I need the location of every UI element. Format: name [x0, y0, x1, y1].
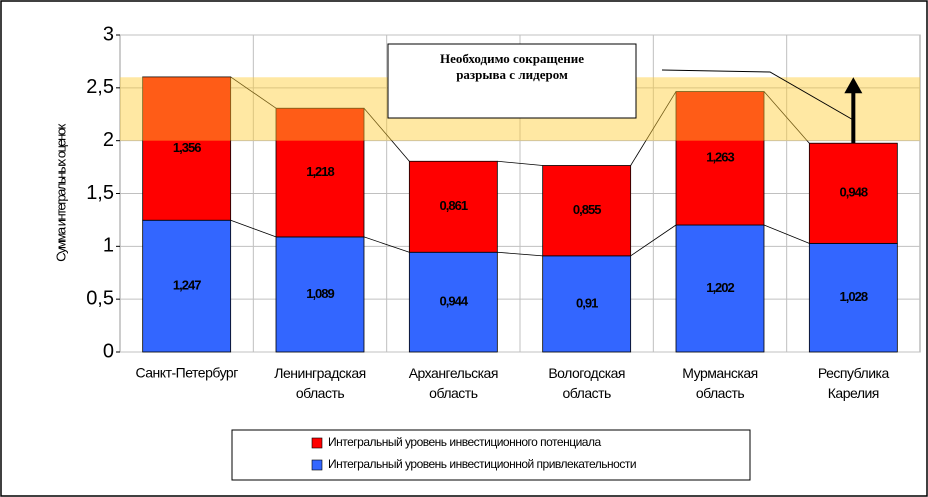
connector [363, 236, 410, 253]
connector [363, 107, 410, 162]
connector [630, 91, 677, 166]
bar-segment [408, 160, 498, 253]
y-tick-label: 0,5 [86, 287, 114, 309]
value-label: 1,247 [173, 278, 201, 293]
bar-segment [808, 242, 898, 353]
x-tick-label: Архангельская область [409, 365, 498, 401]
legend-swatch [311, 437, 323, 449]
value-label: 1,028 [840, 289, 868, 304]
value-label: 0,855 [573, 202, 601, 217]
y-tick-label: 1 [103, 235, 114, 257]
connector [763, 91, 810, 144]
bar-segment [142, 219, 232, 353]
value-label: 0,91 [576, 295, 598, 310]
x-tick-label-line: Карелия [828, 385, 879, 401]
connector [763, 224, 810, 244]
x-tick-label-line: Вологодская [548, 365, 625, 381]
bar-segment [542, 255, 632, 353]
bar-segment [142, 76, 232, 221]
arrow-head [844, 77, 863, 94]
legend-swatch [311, 459, 323, 471]
y-tick-label: 2 [103, 129, 114, 151]
x-tick-label: Мурманская область [682, 365, 757, 401]
y-tick-label: 3 [103, 23, 114, 45]
x-tick-label: Санкт-Петербург [136, 365, 239, 381]
y-tick-label: 1,5 [86, 182, 114, 204]
legend-label: Интегральный уровень инвестиционной прив… [328, 457, 636, 471]
connector [230, 219, 277, 238]
connector [497, 160, 543, 166]
value-label: 0,944 [440, 294, 469, 309]
bar-segment [275, 236, 365, 353]
x-tick-label-line: область [562, 385, 611, 401]
bar-segment [408, 251, 498, 353]
bar-segment [542, 165, 632, 257]
value-label: 0,861 [440, 198, 468, 213]
x-tick-label: Ленинградская область [274, 365, 365, 401]
annotation-line: Необходимо сокращение [440, 51, 584, 66]
value-label: 1,356 [173, 140, 201, 155]
x-tick-label-line: Мурманская [682, 365, 757, 381]
connector [497, 251, 543, 257]
annotation-line: разрыва с лидером [456, 67, 568, 82]
connector [630, 224, 677, 257]
x-tick-label-line: Архангельская [409, 365, 498, 381]
value-label: 1,263 [706, 150, 734, 165]
x-tick-label: Вологодская область [548, 365, 625, 401]
value-label: 0,948 [840, 185, 868, 200]
y-tick-label: 0 [103, 340, 114, 362]
y-tick-label: 2,5 [86, 76, 114, 98]
bar-segment [808, 142, 898, 244]
x-tick-label-line: область [696, 385, 745, 401]
legend-label: Интегральный уровень инвестиционного пот… [328, 435, 601, 449]
x-tick-label-line: область [429, 385, 478, 401]
bar-segment [675, 224, 765, 353]
x-tick-label-line: область [296, 385, 345, 401]
pointer-line [661, 69, 854, 121]
x-tick-label-line: Ленинградская [274, 365, 365, 381]
x-tick-label: Республика Карелия [818, 365, 890, 401]
annotation: Необходимо сокращение разрыва с лидером [440, 51, 584, 82]
value-label: 1,089 [306, 286, 334, 301]
y-axis-label: Сумма интегральных оценок [53, 123, 68, 261]
connector [230, 76, 277, 109]
value-label: 1,218 [306, 164, 334, 179]
annotation-box [387, 43, 637, 119]
bar-segment [675, 91, 765, 226]
x-tick-label-line: Республика [818, 365, 890, 381]
value-label: 1,202 [706, 280, 734, 295]
bar-segment [275, 107, 365, 238]
